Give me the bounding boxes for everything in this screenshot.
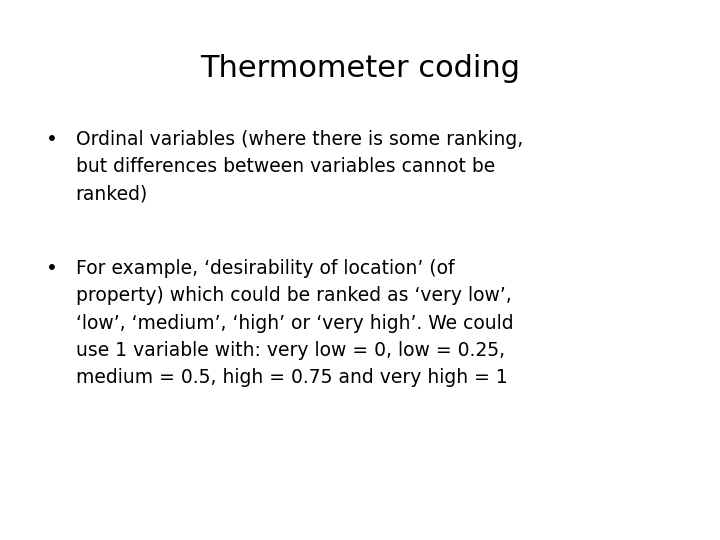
Text: Ordinal variables (where there is some ranking,
but differences between variable: Ordinal variables (where there is some r…: [76, 130, 523, 203]
Text: •: •: [46, 259, 58, 278]
Text: Thermometer coding: Thermometer coding: [200, 54, 520, 83]
Text: •: •: [46, 130, 58, 148]
Text: For example, ‘desirability of location’ (of
property) which could be ranked as ‘: For example, ‘desirability of location’ …: [76, 259, 513, 387]
